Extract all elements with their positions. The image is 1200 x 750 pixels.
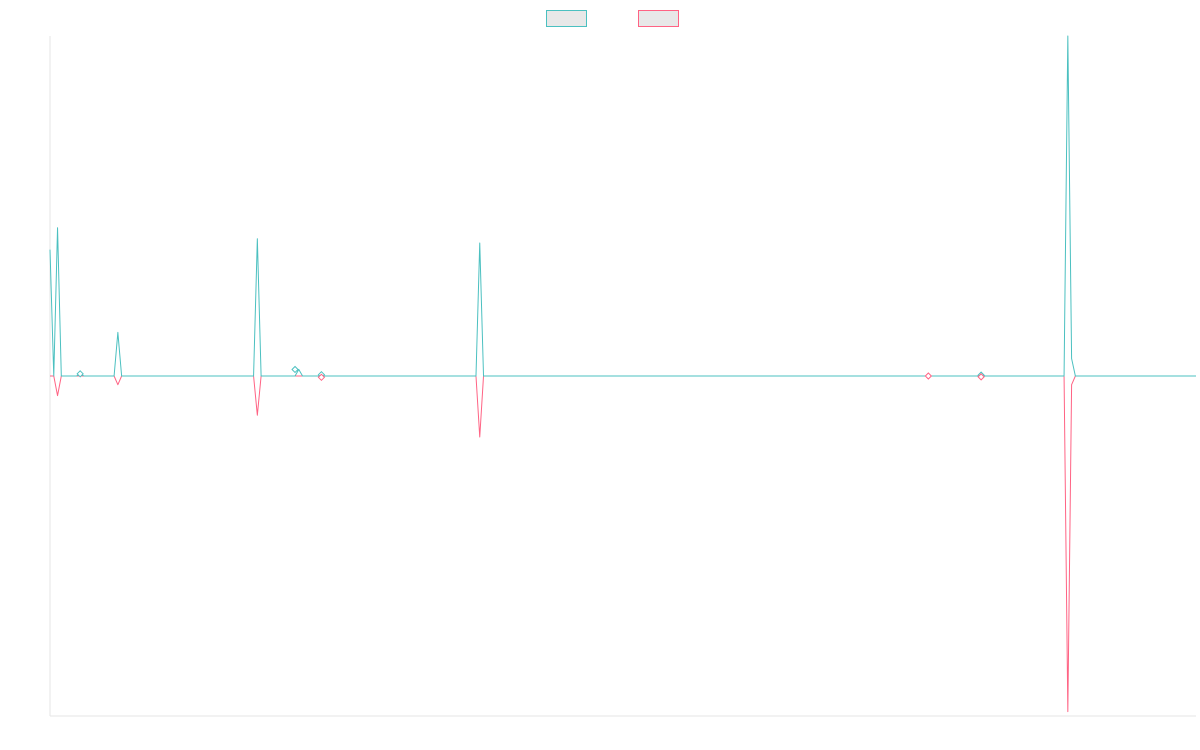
legend-item-1[interactable] (546, 10, 587, 27)
series-layer (49, 35, 1196, 713)
legend-swatch-1 (546, 10, 587, 27)
series-line-1 (49, 35, 1196, 377)
data-point-marker[interactable] (924, 372, 933, 380)
data-point-marker[interactable] (76, 370, 84, 378)
legend-swatch-2 (638, 10, 679, 27)
data-point-marker[interactable] (291, 365, 299, 374)
legend (546, 10, 679, 27)
data-point-marker[interactable] (977, 373, 985, 381)
legend-item-2[interactable] (638, 10, 679, 27)
data-point-marker[interactable] (317, 373, 326, 382)
series-line-2 (50, 375, 1196, 713)
marker-layer (76, 365, 985, 382)
